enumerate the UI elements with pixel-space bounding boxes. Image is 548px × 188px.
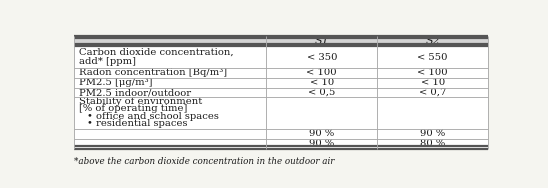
Text: PM2.5 [μg/m³]: PM2.5 [μg/m³] [79,78,152,87]
Bar [266,36,377,46]
Text: < 10: < 10 [420,78,445,87]
Bar [73,78,488,88]
Bar [73,36,266,46]
Text: *above the carbon dioxide concentration in the outdoor air: *above the carbon dioxide concentration … [73,157,334,166]
Bar [73,46,488,68]
Text: add* [ppm]: add* [ppm] [79,57,136,66]
Text: S1: S1 [315,36,329,46]
Text: 90 %: 90 % [420,129,446,138]
Text: [% of operating time]: [% of operating time] [79,104,187,113]
Text: Radon concentration [Bq/m³]: Radon concentration [Bq/m³] [79,68,227,77]
Bar [73,129,488,139]
Text: Carbon dioxide concentration,: Carbon dioxide concentration, [79,48,233,57]
Text: 80 %: 80 % [420,139,446,148]
Text: S2: S2 [425,36,440,46]
Text: < 550: < 550 [418,53,448,62]
Text: • office and school spaces: • office and school spaces [87,111,219,121]
Text: < 0,7: < 0,7 [419,88,447,97]
Bar [73,88,488,97]
Text: < 100: < 100 [306,68,337,77]
Bar [73,68,488,78]
Bar [73,97,488,129]
Text: PM2.5 indoor/outdoor: PM2.5 indoor/outdoor [79,88,191,97]
Bar [377,36,488,46]
Text: < 10: < 10 [310,78,334,87]
Text: 90 %: 90 % [309,139,334,148]
Text: < 100: < 100 [418,68,448,77]
Text: • residential spaces: • residential spaces [87,119,187,128]
Text: Stability of environment: Stability of environment [79,97,202,106]
Text: < 0,5: < 0,5 [308,88,335,97]
Text: < 350: < 350 [306,53,337,62]
Bar [73,139,488,149]
Text: 90 %: 90 % [309,129,334,138]
